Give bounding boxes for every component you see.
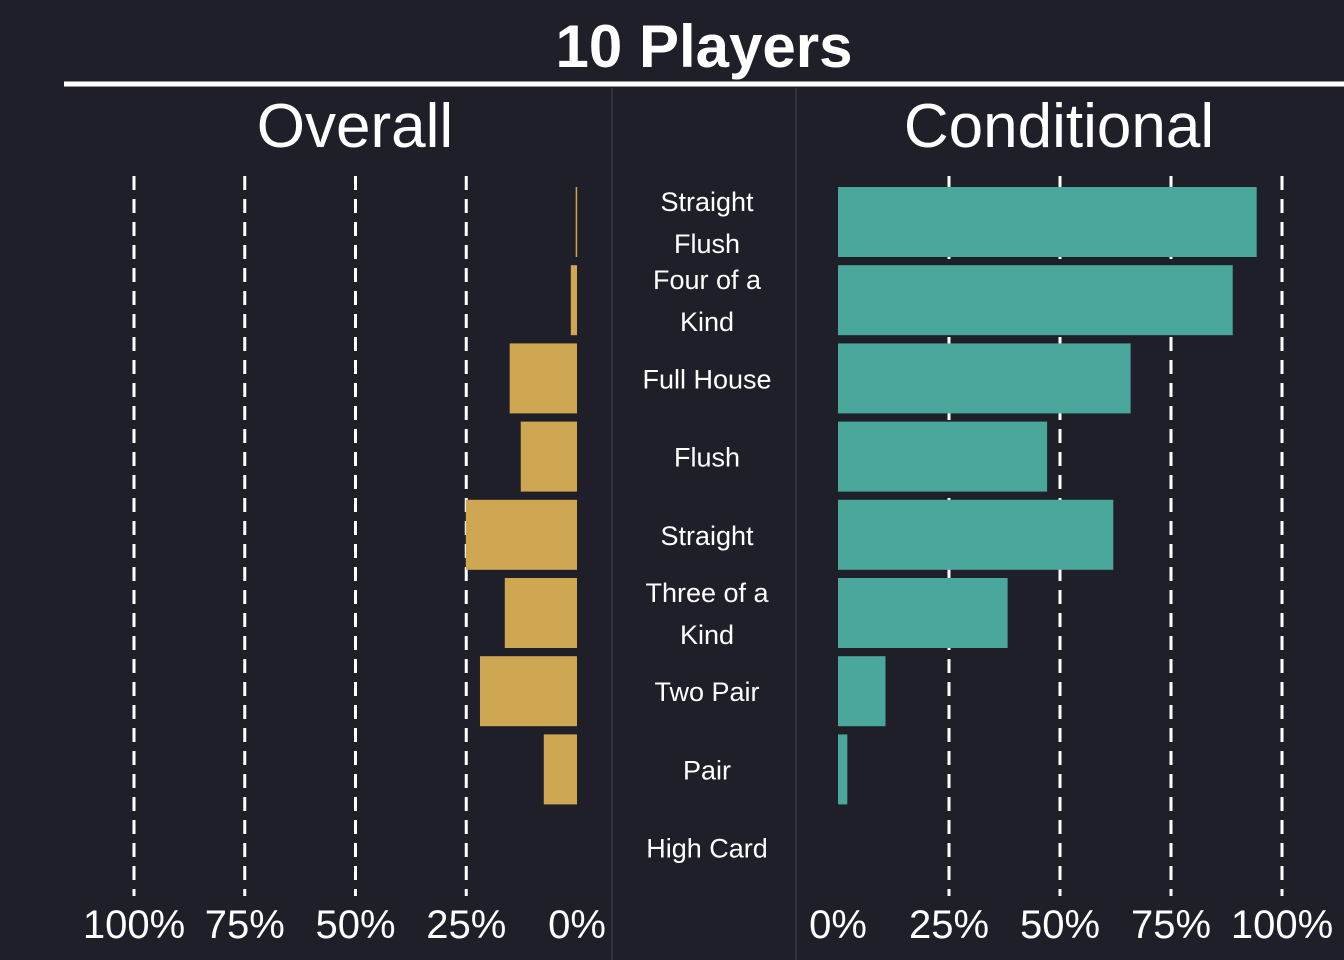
conditional-bar: [838, 343, 1131, 414]
conditional-tick-label: 25%: [909, 903, 989, 947]
overall-bar: [570, 265, 577, 336]
overall-bar: [465, 499, 577, 570]
category-label: Straight: [660, 187, 754, 217]
overall-bar: [504, 578, 577, 648]
conditional-tick-label: 75%: [1131, 903, 1211, 947]
category-labels: Straight Flush Four of a Kind Full House Flus…: [642, 187, 771, 864]
conditional-bar: [838, 499, 1114, 570]
overall-bar: [479, 656, 577, 727]
overall-bar: [520, 421, 577, 492]
conditional-bar: [838, 656, 886, 727]
category-label: Three of a: [645, 578, 769, 608]
overall-bar: [543, 734, 577, 805]
category-label: Kind: [680, 620, 734, 650]
category-label: Straight: [660, 521, 754, 551]
conditional-tick-label: 0%: [809, 903, 867, 947]
category-label: Pair: [683, 755, 731, 785]
overall-tick-label: 75%: [205, 903, 285, 947]
overall-tick-label: 100%: [83, 903, 185, 947]
conditional-bar: [838, 265, 1233, 336]
conditional-tick-label: 50%: [1020, 903, 1100, 947]
category-label: Flush: [674, 443, 740, 473]
category-label: Full House: [642, 364, 771, 394]
category-label: Kind: [680, 307, 734, 337]
overall-bar: [575, 187, 578, 257]
overall-tick-label: 25%: [426, 903, 506, 947]
axis-tick-labels: 100% 75% 50% 25% 0% 0% 25% 50% 75% 100%: [83, 903, 1333, 947]
category-label: Flush: [674, 229, 740, 259]
overall-bar: [509, 343, 577, 414]
overall-tick-label: 50%: [315, 903, 395, 947]
conditional-bar: [838, 187, 1257, 257]
overall-tick-label: 0%: [548, 903, 606, 947]
conditional-bar: [838, 578, 1008, 648]
category-label: Four of a: [653, 265, 762, 295]
category-label: Two Pair: [654, 677, 759, 707]
conditional-tick-label: 100%: [1231, 903, 1333, 947]
bars: [465, 187, 1257, 805]
chart-title: 10 Players: [556, 13, 853, 80]
conditional-bar: [838, 421, 1048, 492]
conditional-bar: [838, 734, 848, 805]
overall-panel-title: Overall: [257, 92, 453, 161]
conditional-panel-title: Conditional: [904, 92, 1214, 161]
category-label: High Card: [646, 834, 768, 864]
